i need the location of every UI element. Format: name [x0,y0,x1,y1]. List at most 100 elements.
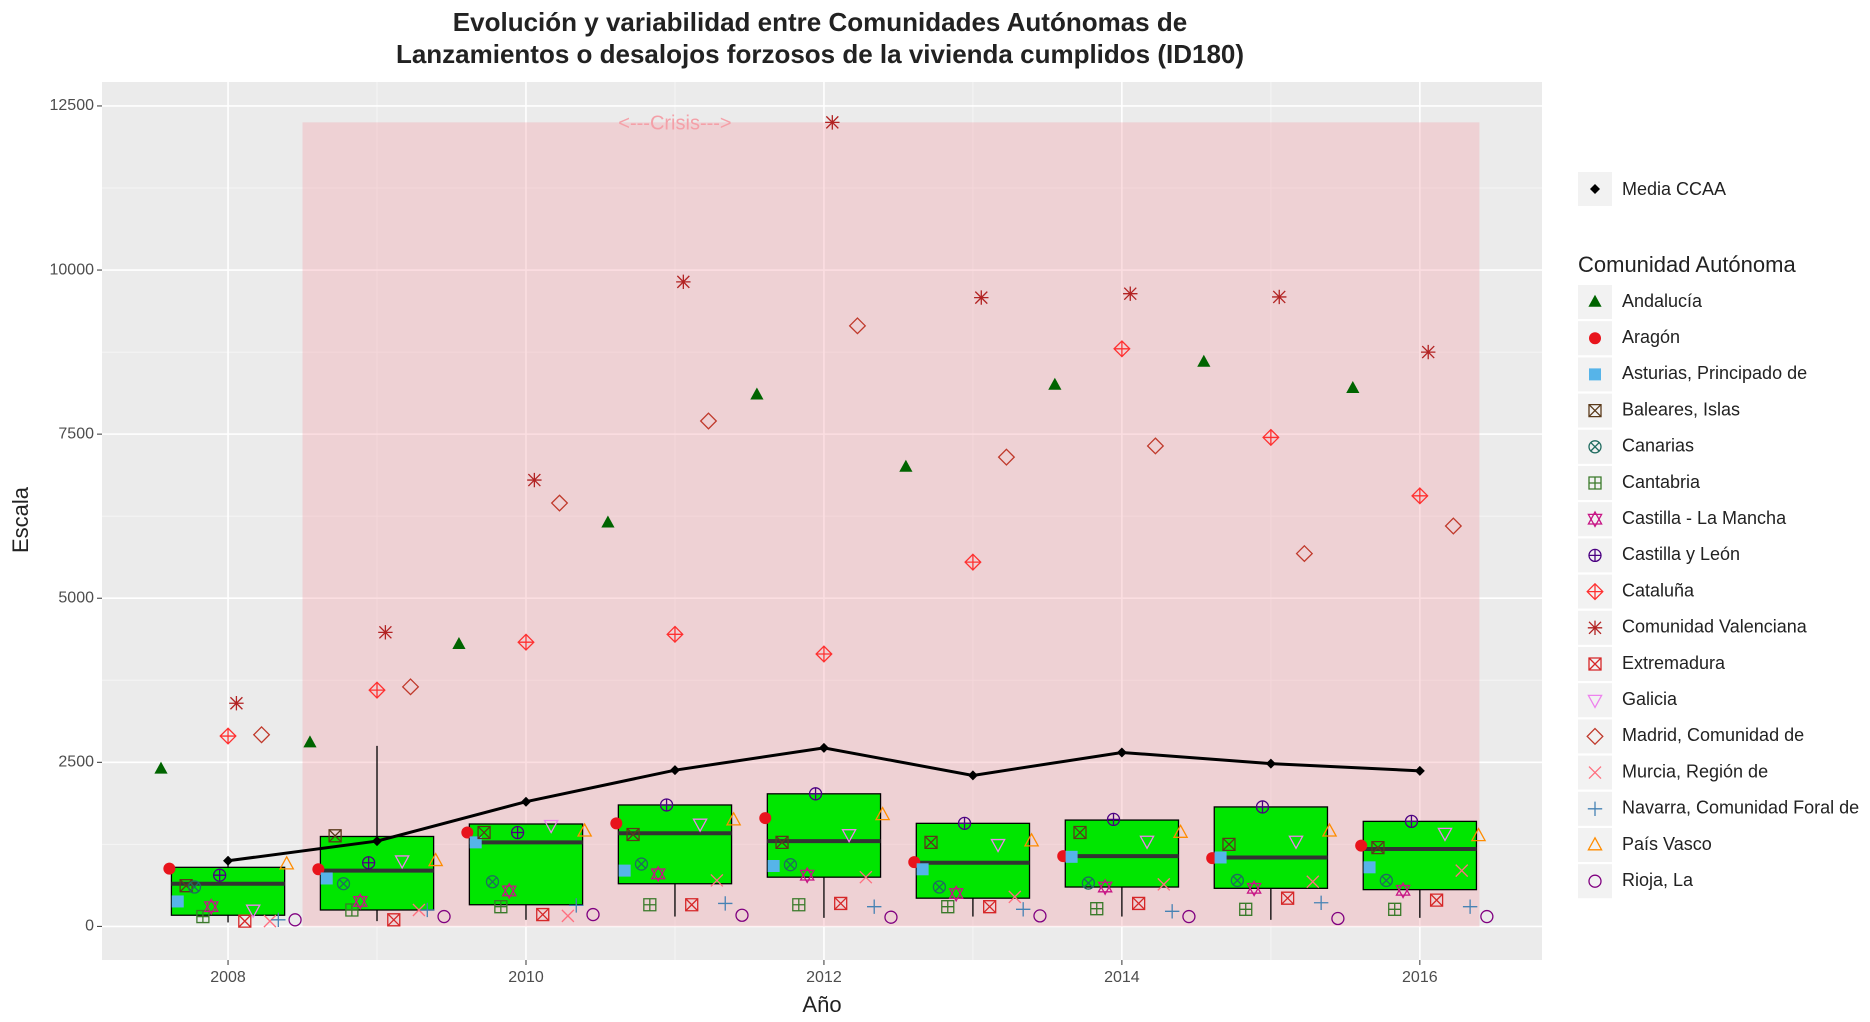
marker-part [1421,344,1436,360]
marker-part [792,898,805,911]
x-tick-label: 2014 [1104,969,1140,986]
mean-point [1414,765,1425,776]
marker-part [867,899,882,914]
marker [1331,911,1345,926]
marker [859,870,873,884]
marker-part [1081,876,1096,890]
marker [1588,403,1602,418]
legend-label: Rioja, La [1622,870,1694,890]
marker-part [245,904,261,919]
marker-part [1462,899,1478,914]
marker-part [626,828,640,841]
marker [1587,620,1603,635]
marker [1157,877,1171,891]
marker-part [485,875,500,889]
marker [1295,544,1314,563]
marker-part [934,882,945,892]
marker-part [1395,881,1411,896]
marker [252,726,271,744]
marker [171,895,184,908]
marker [848,317,867,335]
marker-part [1106,812,1121,827]
marker-part [203,901,219,916]
mean-point [520,796,531,807]
marker [1444,517,1463,535]
marker-part [710,873,724,887]
y-tick-label: 2500 [58,754,94,771]
marker [957,816,972,830]
legend-label: Castilla y León [1622,544,1740,564]
marker-part [1395,884,1411,899]
legend-label: Aragón [1622,327,1680,347]
box [1213,806,1329,889]
marker [1033,909,1047,923]
marker [685,898,699,912]
legend-label: Comunidad Valenciana [1622,617,1808,637]
box [468,823,584,906]
x-tick-label: 2010 [508,969,544,986]
marker [510,825,525,840]
marker-part [1588,440,1602,454]
marker-part [1587,694,1603,709]
marker [1437,827,1453,842]
x-axis-label: Año [802,992,841,1017]
marker [278,855,295,870]
legend-label: Andalucía [1622,291,1703,311]
marker-part [1313,895,1329,910]
marker-part [1157,877,1171,891]
marker-part [352,896,368,911]
marker [1587,801,1603,816]
marker-part [1214,851,1227,864]
marker-part [1588,657,1602,671]
marker-part [841,829,857,844]
box [766,793,882,878]
marker [964,553,982,571]
marker-part [643,898,656,911]
marker-part [1073,826,1087,839]
marker [1346,380,1360,393]
marker-part [1288,835,1304,850]
legend-symbol [1590,184,1600,194]
marker-part [1363,861,1376,874]
marker-part [808,787,823,801]
marker [245,904,261,919]
marker-part [1263,429,1279,446]
marker-part [1239,902,1253,916]
marker-part [1197,354,1211,367]
legend-key [1578,828,1612,862]
marker-part [1107,813,1120,826]
marker [394,855,410,870]
x-tick-label: 2012 [806,969,842,986]
marker [154,761,168,774]
marker-part [618,864,631,877]
marker-part [369,682,385,698]
marker [799,866,815,884]
y-tick-label: 5000 [58,589,94,606]
marker [1262,428,1280,447]
marker-part [452,636,466,649]
marker [1146,437,1165,455]
marker-part [1586,582,1604,601]
marker-part [1412,488,1428,504]
marker-part [759,812,772,825]
marker-part [338,879,349,889]
marker-part [263,914,277,928]
marker [1586,582,1604,601]
marker-part [518,634,534,650]
marker-part [1437,827,1453,842]
legend-label: Murcia, Región de [1622,761,1768,781]
box [319,835,435,911]
marker-part [1588,294,1602,307]
marker [1480,909,1494,924]
marker-part [834,896,848,910]
marker-part [543,819,559,834]
marker [1246,879,1262,897]
marker-part [792,898,806,912]
marker [1097,878,1113,896]
marker [990,838,1006,853]
marker-part [362,856,375,869]
marker [1239,902,1253,916]
marker [437,909,451,924]
legend-label: Cantabria [1622,472,1701,492]
marker-part [1230,873,1244,888]
